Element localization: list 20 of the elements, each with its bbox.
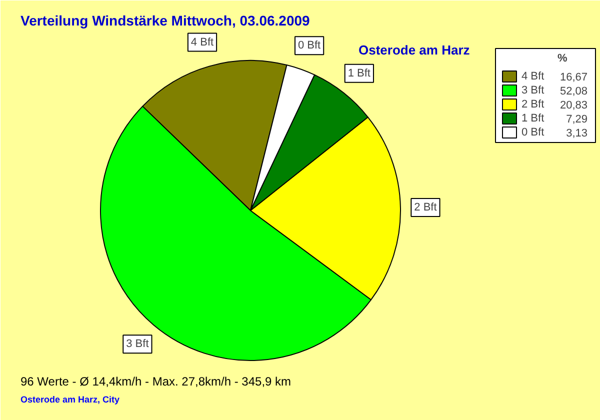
data-label: 20,83 (560, 100, 588, 112)
slice-label: 4 Bft (190, 36, 214, 48)
legend-label: 1 Bft (522, 112, 544, 124)
slice-label: 0 Bft (298, 40, 321, 52)
slice-label: 1 Bft (348, 67, 370, 80)
data-label: 3,13 (566, 128, 588, 140)
text: Osterode am Harz, City (20, 394, 120, 404)
legend-title: % (558, 52, 568, 64)
legend-label: 2 Bft (522, 98, 544, 110)
legend-label: 4 Bft (522, 70, 544, 82)
data-label: 16,67 (560, 72, 588, 84)
data-label: 52,08 (560, 86, 588, 98)
slice-label: 2 Bft (414, 201, 437, 214)
chart-subtitle: Osterode am Harz (358, 42, 470, 58)
legend-label: 0 Bft (522, 126, 544, 138)
text: 96 Werte - Ø 14,4km/h - Max. 27,8km/h - 345,9 km (20, 374, 292, 388)
legend-label: 3 Bft (522, 84, 544, 96)
data-label: 7,29 (566, 114, 588, 126)
chart-title: Verteilung Windstärke Mittwoch, 03.06.2009 (20, 12, 310, 28)
slice-label: 3 Bft (126, 338, 149, 350)
